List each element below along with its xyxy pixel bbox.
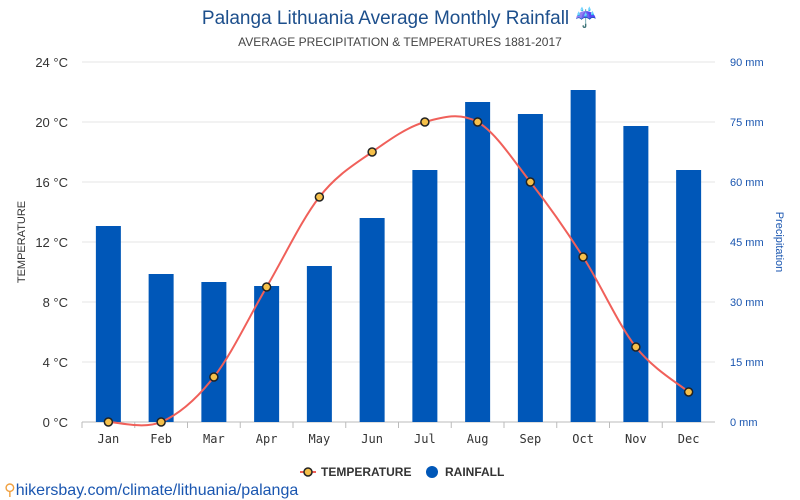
y-tick-left: 20 °C: [35, 115, 68, 130]
x-tick-label: Jan: [98, 432, 120, 446]
footer-link-text[interactable]: hikersbay.com/climate/lithuania/palanga: [15, 482, 299, 499]
x-tick-label: Oct: [572, 432, 594, 446]
y-tick-right: 45 mm: [730, 237, 764, 249]
chart-subtitle: AVERAGE PRECIPITATION & TEMPERATURES 188…: [238, 35, 562, 49]
legend-temperature-label: TEMPERATURE: [321, 465, 411, 479]
temperature-point: [683, 387, 694, 397]
x-tick-label: Nov: [625, 432, 647, 446]
y-tick-right: 15 mm: [730, 357, 764, 369]
temperature-point: [631, 342, 641, 352]
temperature-point: [156, 417, 166, 427]
y-tick-right: 90 mm: [730, 57, 764, 69]
y-tick-left: 24 °C: [35, 55, 68, 70]
y-tick-right: 0 mm: [730, 417, 758, 429]
rainfall-bar: [359, 218, 385, 422]
legend-rainfall-label: RAINFALL: [445, 465, 504, 479]
footer-link[interactable]: ⚲hikersbay.com/climate/lithuania/palanga: [4, 480, 298, 500]
temperature-point: [472, 117, 483, 127]
x-tick-label: Apr: [256, 432, 278, 446]
y-tick-left: 4 °C: [43, 355, 68, 370]
temperature-point: [103, 417, 114, 427]
x-tick-label: Dec: [678, 432, 700, 446]
x-tick-label: Aug: [467, 432, 489, 446]
rainfall-bar: [676, 170, 702, 422]
temperature-point: [314, 192, 325, 202]
x-tick-label: Jul: [414, 432, 436, 446]
rainfall-bar: [148, 274, 174, 422]
legend-temperature-marker: [303, 467, 313, 477]
temperature-point: [367, 147, 377, 157]
x-tick-label: May: [309, 432, 331, 446]
y-tick-left: 12 °C: [35, 235, 68, 250]
y-tick-left: 0 °C: [43, 415, 68, 430]
x-tick-label: Feb: [150, 432, 172, 446]
y-axis-label-right: Precipitation: [773, 212, 785, 273]
x-tick-label: Sep: [520, 432, 542, 446]
rainfall-bar: [254, 286, 280, 422]
y-tick-left: 16 °C: [35, 175, 68, 190]
rainfall-bar: [623, 126, 649, 422]
y-tick-right: 60 mm: [730, 177, 764, 189]
chart-title: Palanga Lithuania Average Monthly Rainfa…: [201, 8, 599, 29]
temperature-point: [578, 252, 588, 262]
temperature-point: [261, 282, 272, 292]
y-axis-label-left: TEMPERATURE: [16, 201, 28, 283]
rainfall-bar: [465, 102, 491, 422]
rainfall-bar: [95, 226, 121, 422]
location-pin-icon: ⚲: [4, 482, 16, 499]
y-tick-left: 8 °C: [43, 295, 68, 310]
legend-rainfall-marker: [426, 466, 438, 478]
rainfall-bar: [517, 114, 543, 422]
x-tick-label: Mar: [203, 432, 225, 446]
rainfall-bar: [412, 170, 438, 422]
temperature-line: [108, 115, 690, 427]
y-tick-right: 75 mm: [730, 117, 764, 129]
rainfall-bar: [201, 282, 227, 422]
temperature-point: [420, 117, 430, 127]
y-tick-right: 30 mm: [730, 297, 764, 309]
rainfall-bar: [306, 266, 332, 422]
temperature-point: [209, 372, 219, 382]
temperature-point: [525, 177, 536, 187]
x-tick-label: Jun: [361, 432, 383, 446]
